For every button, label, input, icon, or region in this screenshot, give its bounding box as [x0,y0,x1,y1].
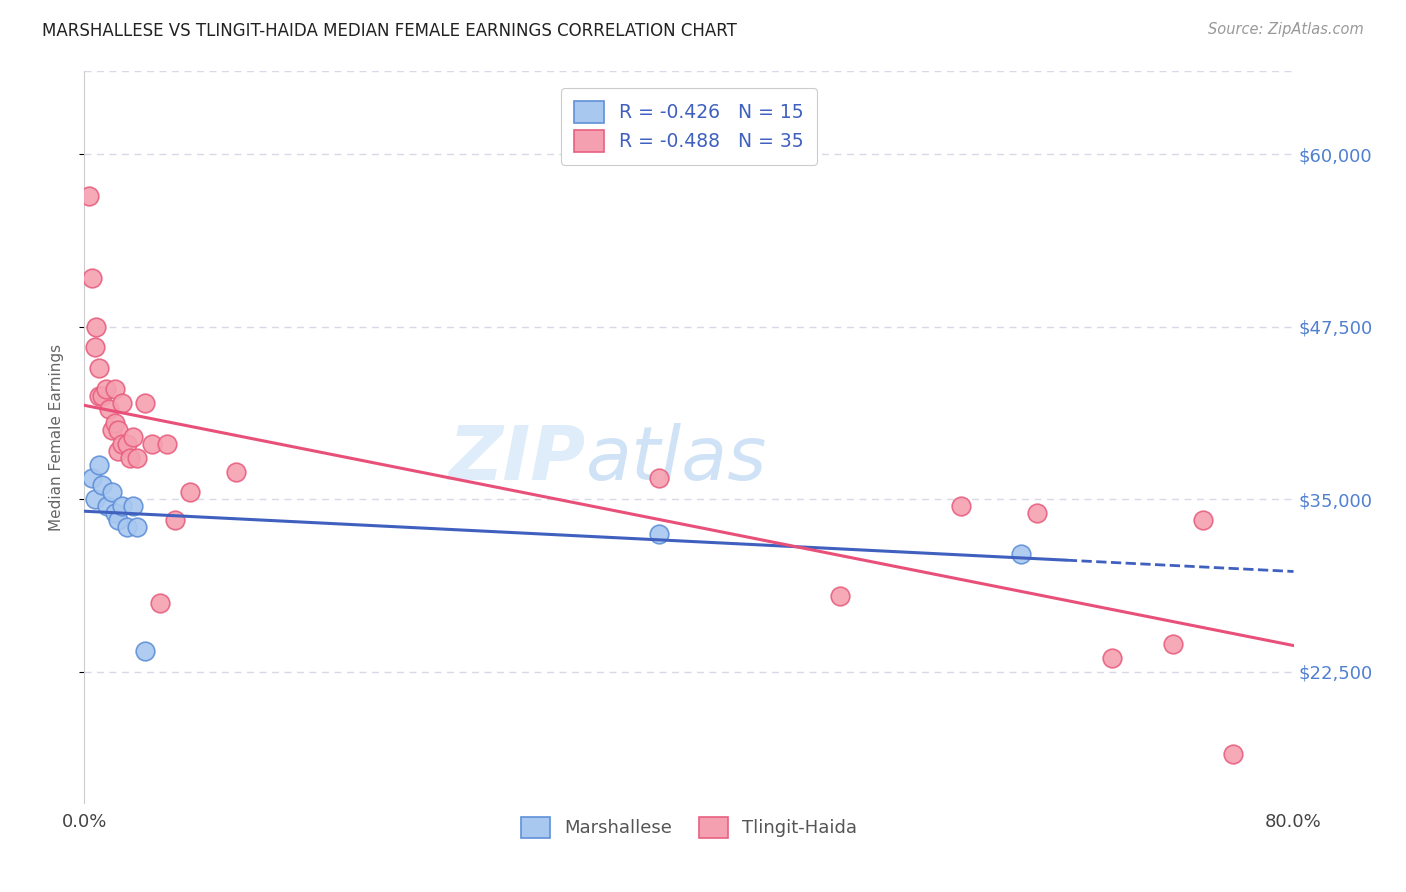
Point [89,389,111,403]
Point [179,485,201,500]
Point [107,443,129,458]
Point [115,520,138,534]
Point [84,492,107,507]
Point [1192,513,1215,527]
Point [950,499,973,513]
Point [1222,747,1244,762]
Point [111,437,134,451]
Point [121,430,143,444]
Point [89,361,111,376]
Text: Source: ZipAtlas.com: Source: ZipAtlas.com [1208,22,1364,37]
Point [648,526,671,541]
Point [648,471,671,485]
Point [121,499,143,513]
Point [100,485,122,500]
Point [156,437,179,451]
Legend: Marshallese, Tlingit-Haida: Marshallese, Tlingit-Haida [513,810,865,845]
Point [91,478,114,492]
Point [134,644,156,658]
Point [1101,651,1123,665]
Point [80,471,103,485]
Point [104,417,127,431]
Point [97,402,120,417]
Point [91,389,114,403]
Point [127,520,149,534]
Point [104,382,127,396]
Point [149,596,172,610]
Text: atlas: atlas [586,423,768,495]
Text: MARSHALLESE VS TLINGIT-HAIDA MEDIAN FEMALE EARNINGS CORRELATION CHART: MARSHALLESE VS TLINGIT-HAIDA MEDIAN FEMA… [42,22,737,40]
Point [111,499,134,513]
Point [107,513,129,527]
Point [100,423,122,437]
Point [127,450,149,465]
Point [86,319,108,334]
Point [104,506,127,520]
Point [225,465,247,479]
Point [830,589,852,603]
Point [1011,548,1033,562]
Point [107,423,129,437]
Point [1161,637,1184,651]
Point [89,458,111,472]
Point [111,395,134,409]
Point [165,513,187,527]
Point [118,450,141,465]
Point [80,271,103,285]
Point [77,188,100,202]
Point [94,382,117,396]
Point [134,395,156,409]
Point [1025,506,1047,520]
Point [84,340,107,354]
Point [115,437,138,451]
Text: ZIP: ZIP [449,423,586,496]
Point [141,437,163,451]
Point [96,499,118,513]
Y-axis label: Median Female Earnings: Median Female Earnings [49,343,63,531]
